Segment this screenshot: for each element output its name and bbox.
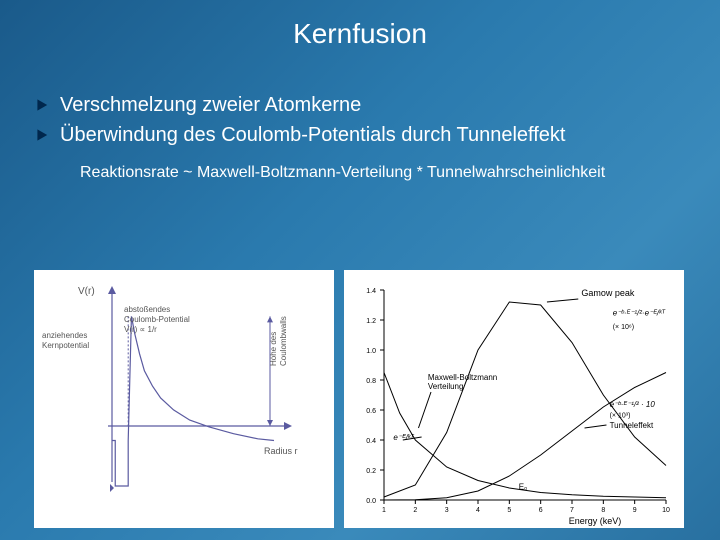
svg-text:Verteilung: Verteilung bbox=[428, 382, 464, 391]
bullet-text: Überwindung des Coulomb-Potentials durch… bbox=[60, 120, 566, 150]
svg-text:0.6: 0.6 bbox=[366, 408, 376, 415]
svg-text:1.2: 1.2 bbox=[366, 318, 376, 325]
page-title: Kernfusion bbox=[0, 0, 720, 50]
svg-text:10: 10 bbox=[662, 507, 670, 514]
svg-text:3: 3 bbox=[445, 507, 449, 514]
chevron-icon bbox=[36, 98, 50, 112]
svg-text:Radius r: Radius r bbox=[264, 446, 298, 456]
gamow-chart: 0.0 0.2 0.4 0.6 0.8 1.0 1.2 1.4 1 2 3 4 5 6 7 8 9 10 Energ… bbox=[344, 270, 684, 528]
svg-text:Energy (keV): Energy (keV) bbox=[569, 516, 622, 526]
svg-text:0.8: 0.8 bbox=[366, 378, 376, 385]
svg-text:Coulombwalls: Coulombwalls bbox=[279, 316, 288, 366]
svg-text:9: 9 bbox=[633, 507, 637, 514]
svg-text:e⁻ᵇ·ᴱ⁻¹/²·e⁻ᴱ/ᵏᵀ: e⁻ᵇ·ᴱ⁻¹/²·e⁻ᴱ/ᵏᵀ bbox=[613, 309, 666, 318]
svg-text:1.0: 1.0 bbox=[366, 348, 376, 355]
figure-row: V(r)anziehendesKernpotentialabstoßendesC… bbox=[0, 270, 720, 528]
svg-text:5: 5 bbox=[507, 507, 511, 514]
svg-text:4: 4 bbox=[476, 507, 480, 514]
svg-text:V(r): V(r) bbox=[78, 286, 95, 297]
svg-text:E₀: E₀ bbox=[519, 483, 528, 492]
svg-text:V(r) ∝ 1/r: V(r) ∝ 1/r bbox=[124, 325, 157, 334]
svg-text:Gamow peak: Gamow peak bbox=[581, 288, 635, 298]
bullet-item: Überwindung des Coulomb-Potentials durch… bbox=[36, 120, 720, 150]
bullet-item: Verschmelzung zweier Atomkerne bbox=[36, 90, 720, 120]
bullet-text: Verschmelzung zweier Atomkerne bbox=[60, 90, 361, 120]
svg-text:Tunneleffekt: Tunneleffekt bbox=[610, 421, 654, 430]
svg-text:0.2: 0.2 bbox=[366, 468, 376, 475]
svg-text:abstoßendes: abstoßendes bbox=[124, 305, 170, 314]
svg-text:(× 10⁶): (× 10⁶) bbox=[613, 324, 634, 331]
svg-text:6: 6 bbox=[539, 507, 543, 514]
bullet-list: Verschmelzung zweier Atomkerne Überwindu… bbox=[36, 90, 720, 150]
svg-text:anziehendes: anziehendes bbox=[42, 331, 87, 340]
svg-text:Coulomb-Potential: Coulomb-Potential bbox=[124, 315, 190, 324]
svg-text:8: 8 bbox=[601, 507, 605, 514]
svg-text:(× 10³): (× 10³) bbox=[610, 413, 631, 420]
svg-text:0.4: 0.4 bbox=[366, 438, 376, 445]
svg-text:Höhe des: Höhe des bbox=[269, 332, 278, 366]
chevron-icon bbox=[36, 128, 50, 142]
svg-text:Kernpotential: Kernpotential bbox=[42, 341, 89, 350]
svg-text:1: 1 bbox=[382, 507, 386, 514]
svg-text:1.4: 1.4 bbox=[366, 288, 376, 295]
svg-text:Maxwell-Boltzmann: Maxwell-Boltzmann bbox=[428, 373, 497, 382]
svg-text:e⁻ᵇ·ᴱ⁻¹/² · 10: e⁻ᵇ·ᴱ⁻¹/² · 10 bbox=[610, 400, 656, 409]
svg-text:2: 2 bbox=[413, 507, 417, 514]
svg-text:e⁻ᴱ/ᵏᵀ: e⁻ᴱ/ᵏᵀ bbox=[393, 433, 414, 442]
svg-text:0.0: 0.0 bbox=[366, 498, 376, 505]
potential-chart: V(r)anziehendesKernpotentialabstoßendesC… bbox=[34, 270, 334, 528]
svg-text:7: 7 bbox=[570, 507, 574, 514]
equation-text: Reaktionsrate ~ Maxwell-Boltzmann-Vertei… bbox=[80, 164, 720, 182]
